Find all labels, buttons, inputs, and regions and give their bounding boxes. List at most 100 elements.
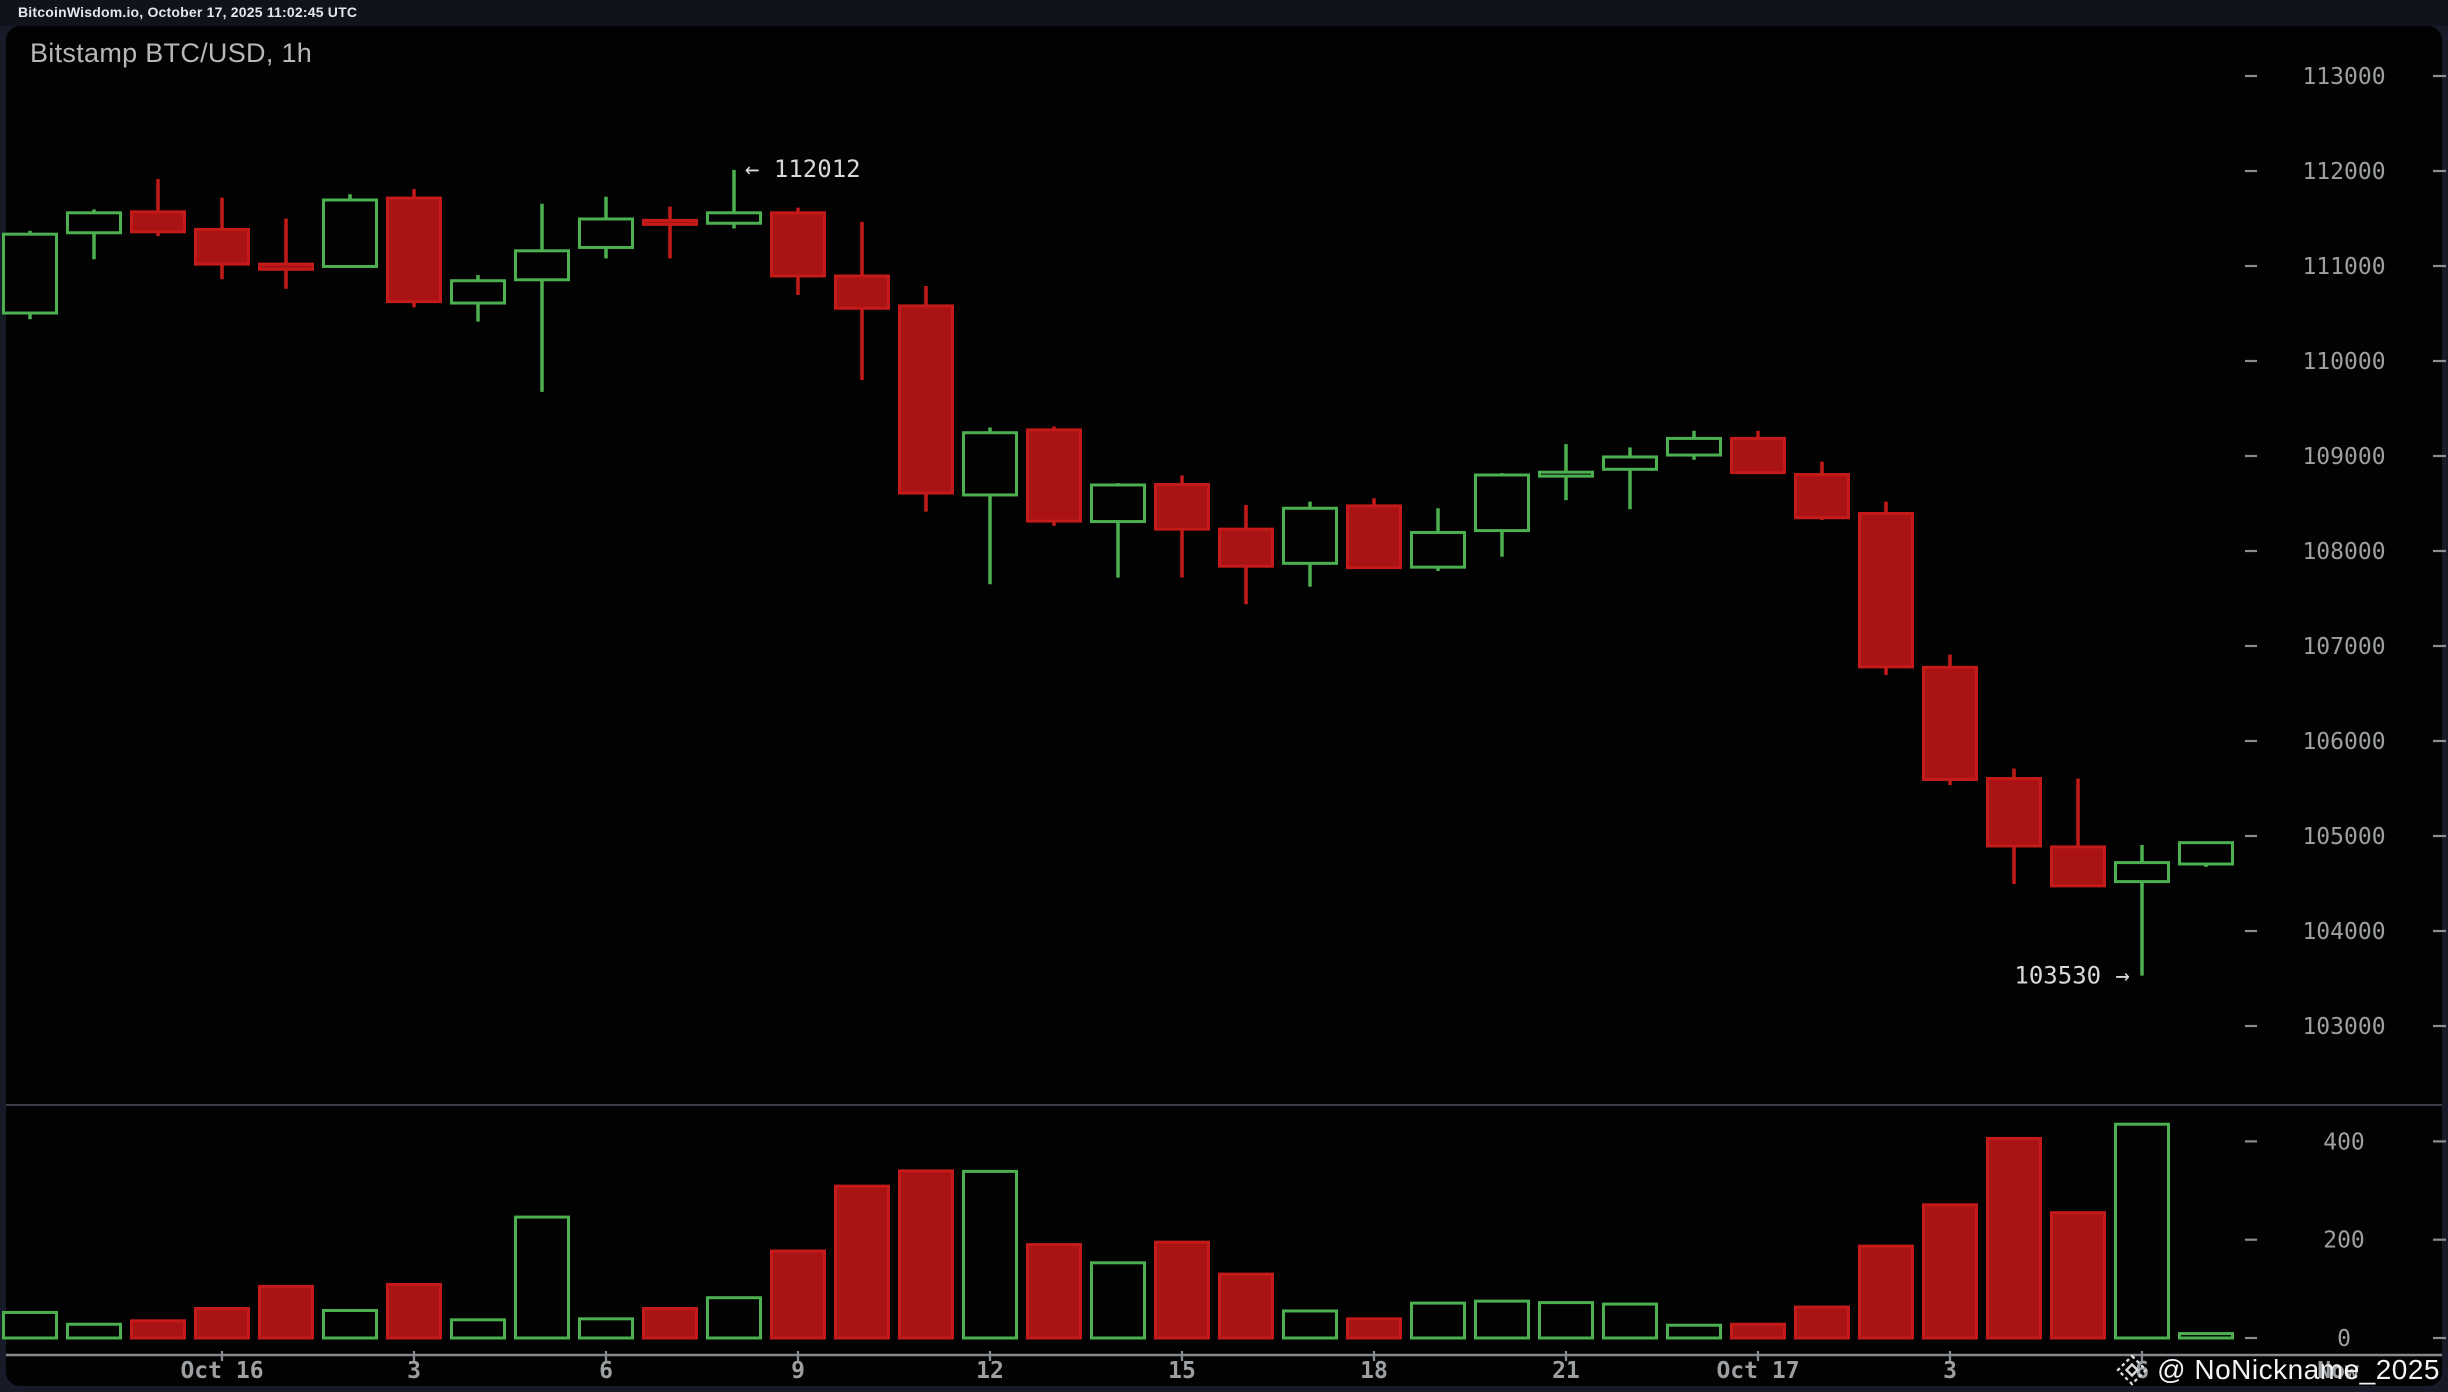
candle-body	[2, 232, 58, 315]
candle-body	[130, 210, 186, 234]
high-annotation: ← 112012	[745, 155, 861, 183]
price-axis-label: 108000	[2302, 539, 2385, 565]
volume-bar	[1602, 1302, 1658, 1340]
volume-bar	[1538, 1301, 1594, 1340]
candle-body	[1538, 470, 1594, 478]
candle-body	[2114, 861, 2170, 884]
candle-body	[1282, 506, 1338, 565]
volume-axis-label: 200	[2323, 1228, 2365, 1254]
candle-body	[1986, 777, 2042, 848]
volume-bar	[66, 1322, 122, 1340]
volume-bar	[258, 1284, 314, 1340]
candle-body	[1602, 455, 1658, 471]
candle-body	[1154, 483, 1210, 531]
volume-bar	[706, 1296, 762, 1340]
candle-body	[706, 211, 762, 225]
volume-axis-label: 400	[2323, 1129, 2365, 1155]
watermark-text: @ NoNickname_2025	[2157, 1354, 2440, 1385]
x-axis-label: Now	[2317, 1358, 2359, 1384]
candle-body	[450, 279, 506, 305]
candle-body	[1666, 436, 1722, 457]
candle-body	[1346, 504, 1402, 570]
volume-bar	[1922, 1203, 1978, 1340]
volume-bar	[834, 1184, 890, 1340]
candle-body	[834, 274, 890, 310]
volume-bar	[1474, 1299, 1530, 1340]
volume-bar	[386, 1282, 442, 1340]
candle-body	[1090, 483, 1146, 524]
x-axis-label: 15	[1168, 1358, 1196, 1384]
candle-body	[1410, 530, 1466, 569]
price-axis-label: 110000	[2302, 349, 2385, 375]
volume-bar	[1090, 1261, 1146, 1340]
diamond-logo-icon	[2116, 1354, 2148, 1386]
volume-bar	[1858, 1244, 1914, 1340]
volume-bar	[514, 1215, 570, 1340]
price-axis-label: 113000	[2302, 64, 2385, 90]
x-axis-label: 9	[791, 1358, 805, 1384]
candle-body	[1026, 428, 1082, 523]
volume-bar	[2178, 1332, 2234, 1340]
volume-bar	[770, 1249, 826, 1340]
volume-bar	[1346, 1317, 1402, 1340]
x-axis-label: 3	[1943, 1358, 1957, 1384]
x-axis-label: Oct 17	[1716, 1358, 1799, 1384]
volume-bar	[2050, 1211, 2106, 1340]
x-axis-label: Oct 16	[180, 1358, 263, 1384]
price-axis-label: 104000	[2302, 919, 2385, 945]
candle-body	[386, 196, 442, 304]
candle-body	[322, 198, 378, 268]
volume-bar	[1794, 1305, 1850, 1340]
candle-body	[194, 227, 250, 266]
volume-bar	[130, 1319, 186, 1340]
x-axis-label: 3	[407, 1358, 421, 1384]
volume-bar	[194, 1307, 250, 1340]
volume-bar	[2114, 1122, 2170, 1340]
volume-bar	[1410, 1301, 1466, 1340]
x-axis-label: 12	[976, 1358, 1004, 1384]
candle-body	[1922, 665, 1978, 781]
volume-bar	[1154, 1240, 1210, 1340]
candle-body	[1218, 527, 1274, 568]
candle-body	[770, 211, 826, 278]
volume-bar	[578, 1317, 634, 1340]
price-axis-label: 107000	[2302, 634, 2385, 660]
x-axis-label: 6	[2135, 1358, 2149, 1384]
candle-body	[258, 262, 314, 271]
volume-bar	[322, 1308, 378, 1340]
volume-bar	[2, 1310, 58, 1340]
candle-body	[2050, 845, 2106, 888]
candle-body	[2178, 841, 2234, 866]
price-axis-label: 106000	[2302, 729, 2385, 755]
status-bar-text: BitcoinWisdom.io, October 17, 2025 11:02…	[18, 4, 358, 20]
low-annotation: 103530 →	[2014, 962, 2130, 990]
volume-bar	[898, 1169, 954, 1340]
volume-bar	[642, 1307, 698, 1340]
candle-body	[1858, 511, 1914, 669]
volume-bar	[1282, 1309, 1338, 1340]
candle-body	[1794, 473, 1850, 520]
price-axis-label: 105000	[2302, 824, 2385, 850]
volume-bar	[1218, 1272, 1274, 1340]
candle-body	[1730, 436, 1786, 475]
volume-bar	[1986, 1136, 2042, 1340]
status-bar: BitcoinWisdom.io, October 17, 2025 11:02…	[0, 0, 2448, 26]
volume-bar	[1666, 1323, 1722, 1340]
candle-body	[1474, 473, 1530, 533]
chart-title: Bitstamp BTC/USD, 1h	[30, 38, 313, 68]
candle-body	[578, 217, 634, 249]
candle-body	[898, 304, 954, 495]
price-axis-label: 109000	[2302, 444, 2385, 470]
volume-axis-label: 0	[2337, 1326, 2351, 1352]
price-axis-label: 103000	[2302, 1014, 2385, 1040]
price-axis-label: 111000	[2302, 254, 2385, 280]
volume-bar	[1730, 1322, 1786, 1340]
candle-body	[66, 211, 122, 235]
volume-bar	[962, 1169, 1018, 1340]
watermark: @ NoNickname_2025	[2116, 1354, 2440, 1386]
price-axis-label: 112000	[2302, 159, 2385, 185]
candle-body	[514, 249, 570, 282]
candle-body	[962, 431, 1018, 497]
